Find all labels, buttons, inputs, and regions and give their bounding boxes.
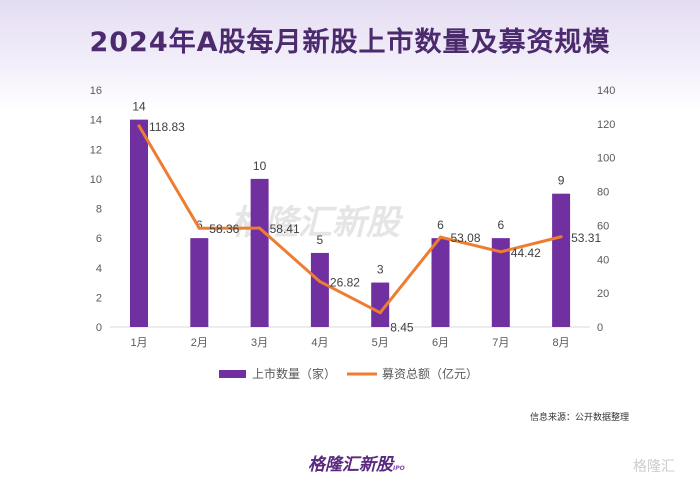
- bar-data-label: 5: [317, 233, 324, 247]
- bar: [190, 238, 209, 327]
- bar-data-label: 6: [437, 218, 444, 232]
- line-data-label: 53.08: [451, 231, 481, 245]
- y-right-tick: 60: [597, 220, 609, 232]
- y-left-tick: 14: [90, 115, 102, 127]
- legend-bar-label: 上市数量（家）: [252, 366, 336, 381]
- line-point: [559, 235, 563, 239]
- brand-logo: 格隆汇新股IPO: [308, 450, 405, 475]
- bar-data-label: 3: [377, 263, 384, 277]
- chart-plot: 0 2 4 6 8 10 12 14 16 0 20 40 60 80 100 120 140 1月 14 2月 6 3月…: [90, 85, 616, 381]
- line-data-label: 58.41: [270, 222, 300, 236]
- source-note: 信息来源：公开数据整理: [530, 413, 630, 423]
- bar: [130, 119, 148, 327]
- y-right-tick: 120: [597, 119, 615, 131]
- bar-data-label: 10: [253, 159, 267, 173]
- line-data-label: 58.36: [209, 222, 239, 236]
- line-series: [137, 125, 562, 315]
- header-band: [0, 0, 700, 110]
- x-tick-label: 4月: [311, 337, 328, 349]
- x-tick-label: 6月: [432, 337, 449, 349]
- x-tick-label: 1月: [130, 337, 147, 349]
- bar: [250, 178, 269, 327]
- y-left-tick: 12: [90, 144, 102, 156]
- line-point: [499, 250, 503, 254]
- logo-text: 格隆汇新股: [308, 455, 393, 475]
- chart-title: 2024年A股每月新股上市数量及募资规模: [89, 27, 611, 58]
- y-left-tick: 0: [96, 322, 102, 334]
- y-right-tick: 100: [597, 153, 615, 165]
- bar: [371, 282, 390, 327]
- line-data-label: 53.31: [571, 231, 601, 245]
- line-data-label: 8.45: [390, 321, 414, 335]
- bar: [552, 193, 571, 327]
- y-right-tick: 40: [597, 254, 609, 266]
- bar: [491, 238, 510, 327]
- x-tick-label: 8月: [553, 337, 570, 349]
- line-data-label: 118.83: [149, 120, 185, 134]
- y-right-tick: 0: [597, 322, 603, 334]
- logo-sub: IPO: [393, 465, 405, 472]
- y-left-tick: 2: [96, 292, 102, 304]
- y-left-tick: 16: [90, 85, 102, 97]
- legend-bar-swatch: [219, 370, 246, 378]
- y-right-tick: 140: [597, 85, 615, 97]
- line-data-label: 26.82: [330, 276, 360, 290]
- y-left-tick: 10: [90, 174, 102, 186]
- line-point: [318, 280, 322, 284]
- y-left-tick: 6: [96, 233, 102, 245]
- x-tick-label: 7月: [492, 337, 509, 349]
- y-left-tick: 8: [96, 204, 102, 216]
- x-tick-label: 3月: [251, 337, 268, 349]
- bar: [310, 252, 329, 327]
- line-point: [137, 124, 141, 128]
- line-data-label: 44.42: [511, 246, 541, 260]
- y-left-tick: 4: [96, 263, 102, 275]
- line-point: [258, 226, 262, 230]
- bar-data-label: 14: [132, 100, 146, 114]
- line-point: [378, 311, 382, 315]
- bar-data-label: 6: [497, 218, 504, 232]
- bar-data-label: 9: [558, 174, 565, 188]
- bar-data-label: 6: [196, 218, 203, 232]
- y-right-tick: 80: [597, 187, 609, 199]
- x-tick-label: 2月: [191, 337, 208, 349]
- bar: [431, 238, 450, 327]
- line-point: [197, 226, 201, 230]
- line-point: [439, 235, 442, 239]
- y-right-tick: 20: [597, 288, 609, 300]
- watermark-corner: 格隆汇: [633, 459, 675, 475]
- x-tick-label: 5月: [372, 337, 389, 349]
- legend-line-label: 募资总额（亿元）: [382, 366, 478, 381]
